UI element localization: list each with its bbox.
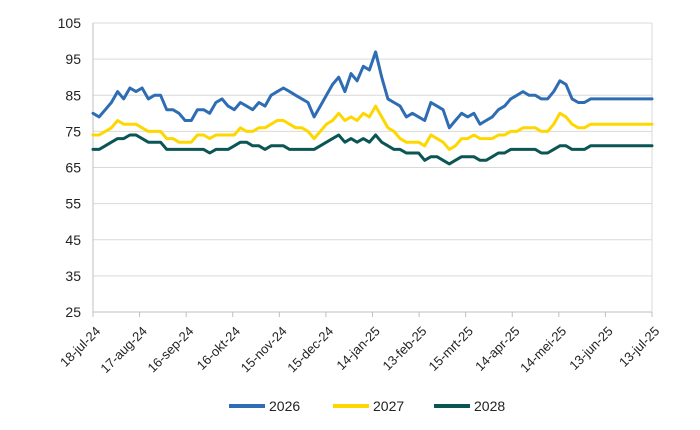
x-tick-label: 16-okt-24 [194, 323, 243, 372]
x-tick-label: 13-jun-25 [566, 323, 615, 372]
legend-label-2026: 2026 [269, 398, 300, 414]
y-tick-label: 85 [65, 87, 81, 103]
series-line-2028 [91, 133, 654, 166]
x-tick-label: 14-mei-25 [517, 323, 569, 375]
x-tick-label: 14-jan-25 [333, 323, 382, 372]
y-axis-ticks: 25 35 45 55 65 75 85 95 105 [58, 15, 82, 320]
y-tick-label: 45 [65, 232, 81, 248]
x-tick-label: 16-sep-24 [145, 323, 197, 375]
legend-label-2027: 2027 [373, 398, 404, 414]
y-tick-label: 105 [58, 15, 82, 31]
x-tick-label: 13-jul-25 [616, 323, 662, 369]
y-tick-label: 75 [65, 123, 81, 139]
legend-label-2028: 2028 [474, 398, 505, 414]
y-tick-label: 65 [65, 160, 81, 176]
x-axis-ticks: 18-jul-2417-aug-2416-sep-2416-okt-2415-n… [57, 312, 662, 376]
y-tick-label: 55 [65, 196, 81, 212]
series-line-2027 [91, 104, 654, 151]
y-tick-label: 95 [65, 51, 81, 67]
y-tick-label: 25 [65, 304, 81, 320]
x-tick-label: 17-aug-24 [97, 323, 150, 376]
x-tick-label: 15-dec-24 [284, 323, 336, 375]
x-tick-label: 15-nov-24 [238, 323, 290, 375]
x-tick-label: 18-jul-24 [57, 323, 103, 369]
x-tick-label: 13-feb-25 [379, 323, 429, 373]
series-lines [91, 50, 654, 166]
legend: 2026 2027 2028 [229, 398, 505, 414]
y-tick-label: 35 [65, 268, 81, 284]
x-tick-label: 14-apr-25 [472, 323, 522, 373]
series-line-2026 [91, 50, 654, 130]
x-tick-label: 15-mrt-25 [426, 323, 476, 373]
grid [93, 22, 652, 313]
